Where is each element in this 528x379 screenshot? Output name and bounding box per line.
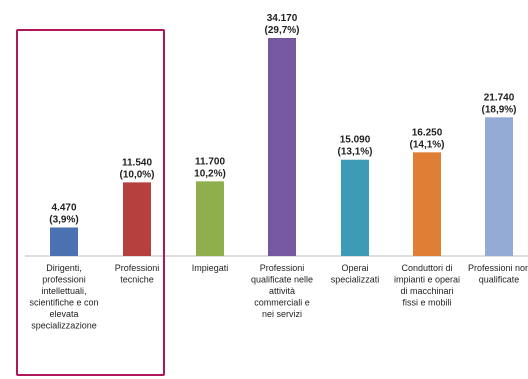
value-label: 21.740 — [484, 92, 515, 103]
share-label: (13,1%) — [337, 147, 372, 158]
value-label: 15.090 — [340, 135, 371, 146]
bar — [413, 152, 441, 256]
category-label: Impiegati — [192, 263, 229, 273]
share-label: (14,1%) — [409, 139, 444, 150]
category-label: Professioni tecniche — [115, 263, 160, 285]
bar — [341, 159, 369, 256]
value-label: 11.700 — [195, 156, 225, 167]
bar — [268, 38, 296, 256]
share-label: (18,9%) — [481, 104, 516, 115]
bar — [485, 117, 513, 256]
highlight-box — [16, 29, 165, 376]
category-label: Operai specializzati — [331, 263, 380, 285]
category-label: Dirigenti, professioni intellettuali, scien… — [29, 263, 98, 331]
bar — [196, 181, 224, 256]
value-label: 4.470 — [51, 202, 76, 213]
share-label: 10,2%) — [194, 168, 226, 179]
share-label: (10,0%) — [119, 169, 154, 180]
share-label: (3,9%) — [49, 214, 78, 225]
category-label: Conduttori di impianti e operai di macchin… — [394, 263, 460, 308]
value-label: 16.250 — [412, 127, 443, 138]
share-label: (29,7%) — [264, 25, 299, 36]
category-label: Professioni non qualificate — [468, 263, 528, 285]
category-label: Professioni qualificate nelle attività comm… — [251, 263, 313, 319]
bar — [50, 227, 78, 256]
value-label: 11.540 — [122, 157, 152, 168]
bar — [123, 182, 151, 256]
value-label: 34.170 — [267, 13, 298, 24]
